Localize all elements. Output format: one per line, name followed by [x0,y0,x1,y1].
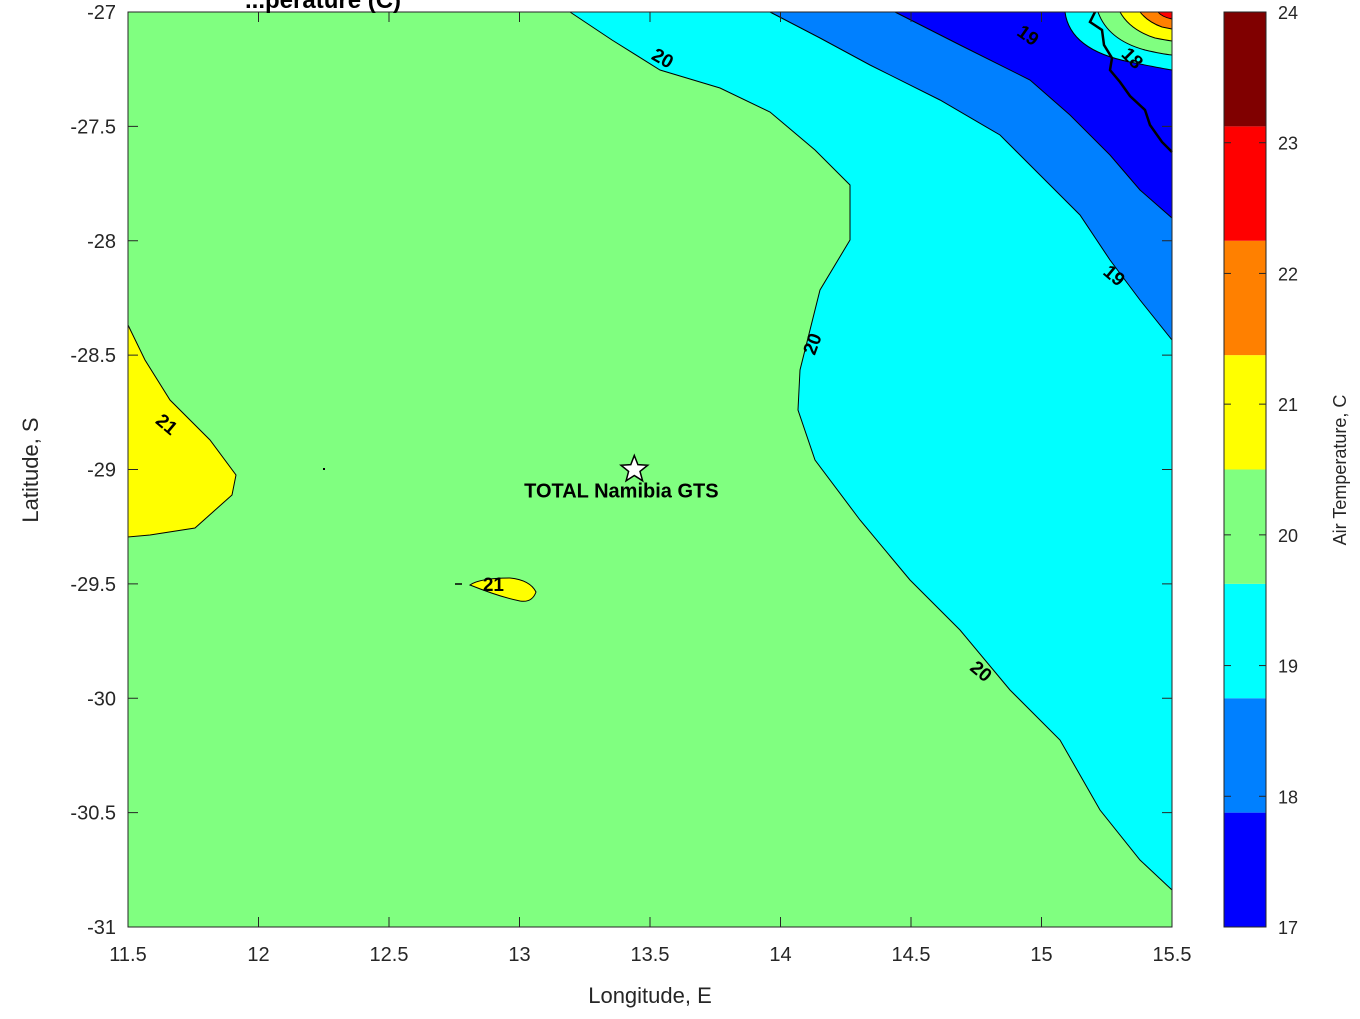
colorbar-segment [1224,355,1266,470]
x-tick-label: 13.5 [631,944,670,966]
x-axis-ticks: 11.5 12 12.5 13 13.5 14 14.5 15 15.5 [109,12,1191,966]
field-21-band-island [468,577,537,602]
colorbar-segment [1224,583,1266,699]
site-marker: TOTAL Namibia GTS [524,453,719,503]
contour-label: 21 [483,575,505,596]
colorbar-frame [1223,11,1267,928]
colorbar-tick-label: 20 [1278,526,1298,546]
y-tick-label: -27 [87,2,116,24]
site-star-icon [619,453,650,483]
colorbar-segment [1224,812,1266,927]
x-axis-label: Longitude, E [588,983,712,1008]
colorbar-tick-label: 18 [1278,787,1298,807]
y-tick-label: -27.5 [70,116,116,138]
y-tick-label: -29.5 [70,574,116,596]
colorbar-segment [1224,240,1266,356]
x-tick-label: 13 [508,944,530,966]
contour-speck [323,468,325,470]
y-tick-label: -28 [87,231,116,253]
colorbar-tick-label: 22 [1278,264,1298,284]
y-tick-label: -29 [87,460,116,482]
x-tick-label: 12 [247,944,269,966]
field-19-band [568,11,1173,892]
colorbar-tick-label: 23 [1278,134,1298,154]
coastline [1088,11,1173,153]
y-axis-label: Latitude, S [18,417,43,522]
y-tick-label: -28.5 [70,345,116,367]
chart-title: ...perature (C) [245,0,401,14]
y-axis-ticks: -27 -27.5 -28 -28.5 -29 -29.5 -30 -30.5 -31 [70,2,1172,939]
x-tick-label: 14 [769,944,791,966]
x-tick-label: 15.5 [1153,944,1192,966]
colorbar-segment [1224,698,1266,813]
colorbar-segment [1224,126,1266,241]
colorbar-label: Air Temperature, C [1330,395,1350,546]
colorbar: 24 23 22 21 20 19 18 17 [1223,3,1298,938]
colorbar-segment [1224,469,1266,584]
colorbar-segment [1224,12,1266,127]
y-tick-label: -30 [87,688,116,710]
x-tick-label: 12.5 [370,944,409,966]
field-21-band-west [127,324,237,538]
x-tick-label: 11.5 [109,944,146,966]
colorbar-tick-label: 19 [1278,657,1298,677]
colorbar-tick-label: 24 [1278,3,1298,23]
y-tick-label: -30.5 [70,803,116,825]
colorbar-tick-label: 21 [1278,395,1298,415]
site-label: TOTAL Namibia GTS [524,481,718,503]
y-tick-label: -31 [87,917,116,939]
x-tick-label: 15 [1030,944,1052,966]
colorbar-tick-label: 17 [1278,918,1298,938]
x-tick-label: 14.5 [892,944,931,966]
